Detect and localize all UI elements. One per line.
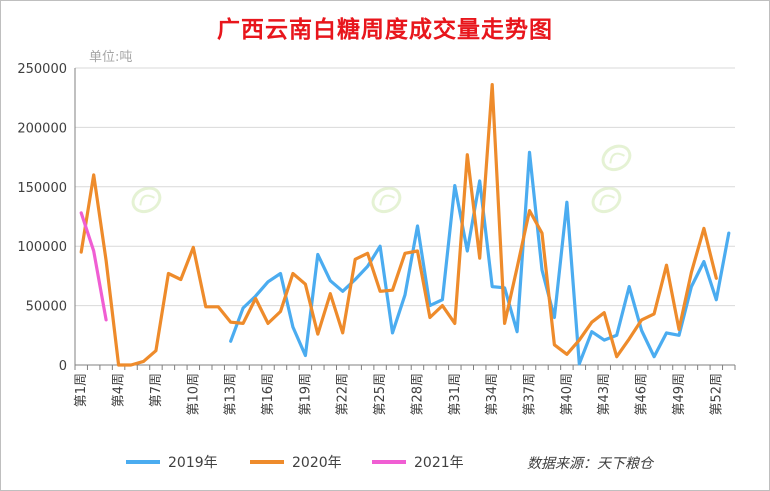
x-tick-label: 第25周 — [373, 373, 388, 416]
x-tick-label: 第1周 — [74, 373, 89, 407]
legend-item-2021: 2021年 — [372, 452, 464, 472]
watermark-logo — [591, 186, 622, 214]
series-line-2019年 — [229, 150, 731, 366]
legend-label-2021: 2021年 — [414, 455, 464, 471]
x-tick-label: 第28周 — [410, 373, 425, 416]
x-tick-label: 第7周 — [149, 373, 164, 407]
x-tick-label: 第13周 — [224, 373, 239, 416]
axes: 第1周 第4周 第7周 第10周 第13周 第16周 第19周 第22周 第25周 第28周 第31… — [74, 68, 736, 416]
x-tick-label: 第4周 — [112, 373, 127, 407]
legend-label-2020: 2020年 — [292, 455, 342, 471]
watermark-logo-leaf — [139, 194, 155, 206]
series-lines — [79, 83, 731, 367]
watermark-logo — [131, 186, 162, 214]
watermark-logo — [371, 186, 402, 214]
legend-item-2020: 2020年 — [250, 452, 342, 472]
legend-item-2019: 2019年 — [126, 452, 218, 472]
x-tick-label: 第31周 — [448, 373, 463, 416]
x-tick-label: 第37周 — [523, 373, 538, 416]
watermark-logo-leaf — [599, 194, 615, 206]
legend-label-2019: 2019年 — [168, 455, 218, 471]
watermark-logo-mark — [601, 144, 632, 172]
watermark-logo-mark — [131, 186, 162, 214]
x-tick-label: 第52周 — [709, 373, 724, 416]
chart-title: 广西云南白糖周度成交量走势图 — [217, 16, 553, 43]
x-tick-label: 第34周 — [485, 373, 500, 416]
x-tick-label: 第19周 — [298, 373, 313, 416]
watermark-logo-leaf — [379, 194, 395, 206]
x-tick-label: 第43周 — [597, 373, 612, 416]
x-tick-label: 第40周 — [560, 373, 575, 416]
watermark-logo — [601, 144, 632, 172]
x-tick-label: 第10周 — [186, 373, 201, 416]
x-tick-label: 第46周 — [635, 373, 650, 416]
series-line-2020年 — [79, 83, 718, 367]
y-tick-label: 50000 — [26, 300, 67, 315]
x-tick-label: 第49周 — [672, 373, 687, 416]
y-tick-label: 150000 — [17, 181, 67, 196]
unit-label: 单位:吨 — [89, 50, 133, 65]
watermark-logo-leaf — [609, 152, 625, 164]
x-tick-label: 第22周 — [336, 373, 351, 416]
watermark-logo-mark — [591, 186, 622, 214]
source-label: 数据来源：天下粮仓 — [527, 456, 653, 472]
x-tick-label: 第16周 — [261, 373, 276, 416]
legend-swatch-2019 — [126, 460, 160, 464]
y-tick-label: 250000 — [17, 62, 67, 77]
gridlines: 250000 200000 150000 100000 50000 0 — [17, 62, 735, 374]
series-line-2021年 — [79, 211, 108, 322]
watermark-layer — [131, 144, 632, 214]
watermark-logo-mark — [371, 186, 402, 214]
legend-swatch-2020 — [250, 460, 284, 464]
y-tick-label: 200000 — [17, 121, 67, 136]
legend-swatch-2021 — [372, 460, 406, 464]
y-tick-label: 100000 — [17, 240, 67, 255]
y-tick-label: 0 — [59, 359, 67, 374]
